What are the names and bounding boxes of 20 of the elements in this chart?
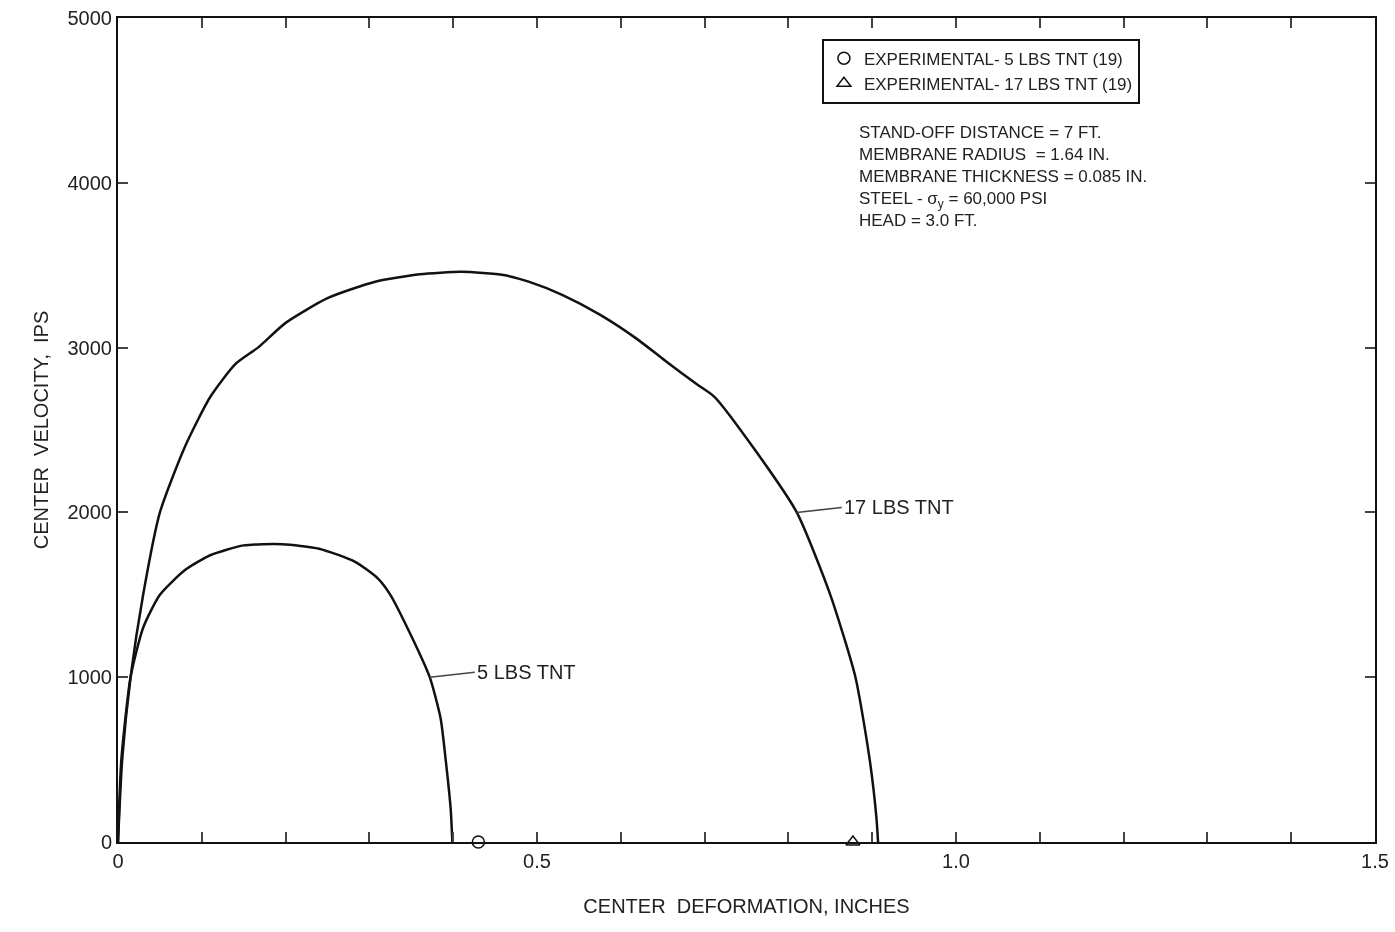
y-tick-label: 2000 [67,501,112,524]
y-tick-label: 0 [100,831,112,853]
x-tick-label: 0.5 [523,850,551,872]
legend-label: EXPERIMENTAL- 5 LBS TNT (19) [863,49,1123,69]
x-tick-label: 1.0 [942,850,970,872]
annotation: MEMBRANE THICKNESS = 0.085 IN. [859,167,1148,187]
x-tick-label: 1.5 [1361,850,1389,872]
annotation: HEAD = 3.0 FT. [859,211,978,231]
annotation: 5 LBS TNT [477,661,576,683]
y-axis-title: CENTER VELOCITY, IPS [29,310,52,550]
y-tick-label: 1000 [67,666,112,689]
y-tick-label: 4000 [67,171,112,194]
annotation: STEEL - σ$_{y}$ = 60,000 PSI [859,189,1048,211]
annotation: MEMBRANE RADIUS = 1.64 IN. [859,145,1110,165]
annotation: 17 LBS TNT [844,496,954,518]
legend-label: EXPERIMENTAL- 17 LBS TNT (19) [863,74,1133,94]
y-tick-label: 5000 [67,7,112,29]
x-axis-title: CENTER DEFORMATION, INCHES [583,895,910,917]
annotation: STAND-OFF DISTANCE = 7 FT. [859,123,1102,142]
y-tick-label: 3000 [67,336,112,359]
